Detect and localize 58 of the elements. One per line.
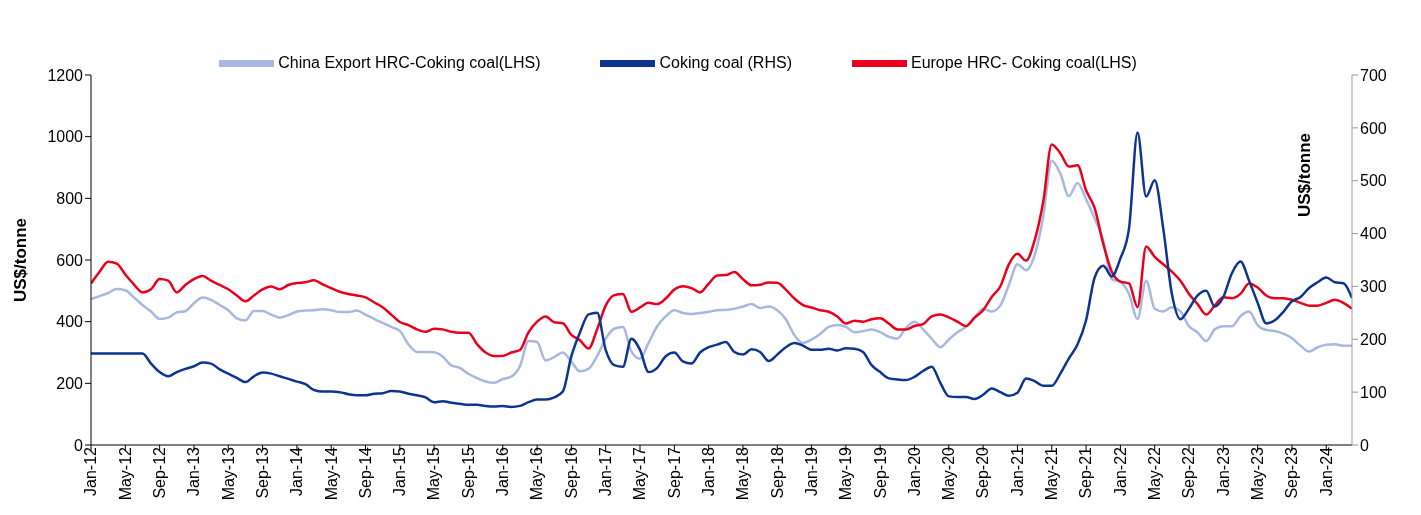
x-tick-label: May-17 (631, 446, 649, 501)
x-tick-label: May-13 (219, 446, 237, 501)
x-tick-label: May-18 (734, 446, 752, 501)
x-tick-label: Sep-15 (459, 446, 477, 499)
y-tick-label: 800 (56, 190, 84, 208)
legend-label: Europe HRC- Coking coal(LHS) (910, 53, 1137, 71)
y2-tick-label: 0 (1360, 436, 1369, 454)
x-tick-label: Jan-12 (82, 446, 100, 496)
y2-tick-label: 300 (1360, 278, 1387, 296)
y-tick-label: 600 (56, 251, 84, 269)
x-tick-label: Jan-23 (1214, 446, 1232, 496)
x-tick-label: May-21 (1043, 446, 1061, 501)
y2-axis-title: US$/tonne (1294, 132, 1314, 218)
x-tick-label: Jan-17 (597, 446, 615, 496)
y-tick-label: 1000 (47, 128, 84, 146)
y2-tick-label: 600 (1360, 119, 1387, 137)
x-tick-label: Sep-12 (150, 446, 168, 499)
x-tick-label: Jan-24 (1317, 446, 1335, 496)
x-tick-label: May-16 (528, 446, 546, 501)
x-tick-label: Sep-16 (562, 446, 580, 499)
y-tick-label: 0 (74, 436, 84, 454)
x-tick-label: Jan-14 (288, 446, 306, 496)
x-tick-label: Sep-23 (1283, 446, 1301, 499)
x-tick-label: Jan-22 (1111, 446, 1129, 496)
y-tick-label: 400 (56, 313, 84, 331)
x-tick-label: Jan-15 (391, 446, 409, 496)
x-tick-label: Jan-16 (494, 446, 512, 496)
legend-label: Coking coal (RHS) (659, 53, 792, 71)
x-tick-label: Jan-13 (185, 446, 203, 496)
x-tick-label: May-23 (1249, 446, 1266, 501)
x-tick-label: May-12 (116, 446, 134, 501)
y-axis-title: US$/tonne (11, 217, 31, 303)
legend-label: China Export HRC-Coking coal(LHS) (278, 53, 541, 71)
y2-tick-label: 700 (1360, 66, 1387, 84)
x-tick-label: May-14 (322, 446, 340, 501)
x-tick-label: Sep-13 (253, 446, 271, 499)
x-tick-label: Sep-17 (665, 446, 683, 499)
y-tick-label: 200 (56, 375, 84, 393)
y2-tick-label: 500 (1360, 172, 1387, 190)
x-tick-label: Sep-14 (356, 446, 374, 499)
x-tick-label: May-22 (1146, 446, 1164, 501)
line-series (91, 131, 1352, 409)
x-tick-label: Sep-21 (1077, 446, 1095, 499)
x-tick-label: Jan-20 (905, 446, 923, 496)
y2-tick-label: 100 (1360, 383, 1387, 401)
x-tick-label: May-15 (425, 446, 443, 501)
x-tick-label: Jan-18 (699, 446, 717, 496)
y2-tick-label: 200 (1360, 330, 1387, 348)
x-tick-label: May-19 (837, 446, 855, 501)
y-tick-label: 1200 (47, 66, 84, 84)
x-tick-label: Sep-20 (974, 446, 992, 499)
x-tick-label: Sep-22 (1180, 446, 1198, 499)
x-tick-label: May-20 (940, 446, 958, 501)
x-tick-label: Sep-19 (871, 446, 889, 499)
x-tick-label: Sep-18 (768, 446, 786, 499)
x-tick-label: Jan-21 (1008, 446, 1026, 496)
x-tick-label: Jan-19 (802, 446, 820, 496)
y2-tick-label: 400 (1360, 225, 1387, 243)
